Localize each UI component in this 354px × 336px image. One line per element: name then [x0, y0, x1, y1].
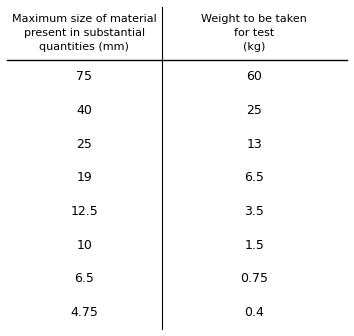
Text: 75: 75	[76, 70, 92, 83]
Text: 25: 25	[76, 138, 92, 151]
Text: 19: 19	[76, 171, 92, 184]
Text: Maximum size of material
present in substantial
quantities (mm): Maximum size of material present in subs…	[12, 14, 157, 52]
Text: 12.5: 12.5	[70, 205, 98, 218]
Text: 10: 10	[76, 239, 92, 252]
Text: 13: 13	[246, 138, 262, 151]
Text: Weight to be taken
for test
(kg): Weight to be taken for test (kg)	[201, 14, 307, 52]
Text: 6.5: 6.5	[74, 272, 94, 285]
Text: 4.75: 4.75	[70, 306, 98, 319]
Text: 25: 25	[246, 104, 262, 117]
Text: 40: 40	[76, 104, 92, 117]
Text: 0.75: 0.75	[240, 272, 268, 285]
Text: 3.5: 3.5	[244, 205, 264, 218]
Text: 1.5: 1.5	[244, 239, 264, 252]
Text: 6.5: 6.5	[244, 171, 264, 184]
Text: 0.4: 0.4	[244, 306, 264, 319]
Text: 60: 60	[246, 70, 262, 83]
